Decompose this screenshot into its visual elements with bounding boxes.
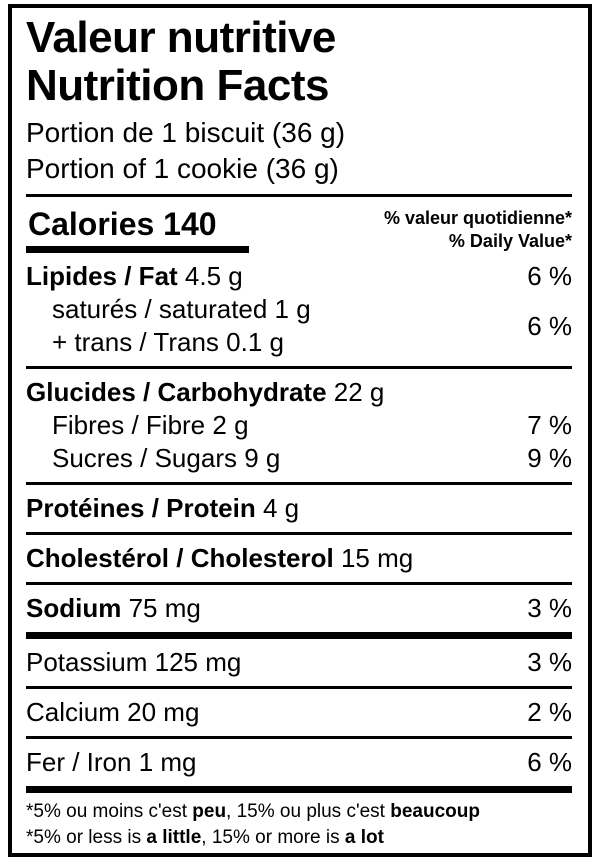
nutrient-value: 4 g	[262, 493, 300, 523]
serving-size-block: Portion de 1 biscuit (36 g) Portion of 1…	[26, 115, 572, 187]
nutrient-text: Sucres / Sugars 9 g	[26, 442, 517, 475]
daily-value-percent: 2 %	[527, 697, 572, 727]
nutrient-value: 20 mg	[127, 697, 200, 727]
separator	[26, 582, 572, 585]
nutrient-text: Calcium 20 mg	[26, 696, 517, 729]
footnote-en-high: a lot	[344, 827, 384, 848]
separator	[26, 366, 572, 369]
nutrient-label: Potassium	[26, 647, 148, 677]
footnote-en-low: a little	[146, 827, 202, 848]
separator	[26, 532, 572, 535]
nutrient-row-sodium: Sodium 75 mg 3 %	[26, 585, 572, 632]
nutrient-label: Fer / Iron	[26, 747, 132, 777]
nutrient-label: Cholestérol / Cholesterol	[26, 543, 334, 573]
footnote-en: *5% or less is a little, 15% or more is …	[26, 825, 572, 851]
serving-size-fr: Portion de 1 biscuit (36 g)	[26, 117, 346, 148]
footnote-fr-high: beaucoup	[390, 801, 480, 822]
nutrient-text: Fer / Iron 1 mg	[26, 746, 517, 779]
nutrient-row-saturated-trans: saturés / saturated 1 g + trans / Trans …	[26, 293, 572, 366]
nutrient-label: Sucres / Sugars	[52, 443, 237, 473]
calories-value: 140	[163, 206, 217, 242]
nutrient-value: 125 mg	[154, 647, 242, 677]
footnote-fr-pre: *5% ou moins c'est	[26, 801, 193, 822]
nutrient-value: 2 g	[212, 410, 249, 440]
nutrient-text: Lipides / Fat 4.5 g	[26, 260, 517, 293]
daily-value-percent: 6 %	[527, 747, 572, 777]
thick-separator	[26, 786, 572, 793]
nutrient-text: Potassium 125 mg	[26, 646, 517, 679]
separator	[26, 736, 572, 739]
daily-value-percent: 6 %	[527, 261, 572, 291]
nutrient-label: Fibres / Fibre	[52, 410, 206, 440]
nutrient-row-fibre: Fibres / Fibre 2 g 7 %	[26, 409, 572, 442]
daily-value-percent: 6 %	[527, 310, 572, 341]
nutrient-value: 22 g	[333, 377, 385, 407]
nutrient-value: 9 g	[244, 443, 281, 473]
nutrient-row-sugars: Sucres / Sugars 9 g 9 %	[26, 442, 572, 482]
footnote-fr-mid: , 15% ou plus c'est	[226, 801, 391, 822]
daily-value-header-en: % Daily Value*	[448, 231, 572, 251]
nutrient-label: Calcium	[26, 697, 120, 727]
nutrient-text: Glucides / Carbohydrate 22 g	[26, 376, 572, 409]
footnotes: *5% ou moins c'est peu, 15% ou plus c'es…	[26, 793, 572, 851]
nutrient-text: Cholestérol / Cholesterol 15 mg	[26, 542, 572, 575]
separator	[26, 194, 572, 197]
footnote-fr-low: peu	[192, 801, 227, 822]
daily-value-percent: 3 %	[527, 647, 572, 677]
footnote-en-pre: *5% or less is	[26, 827, 147, 848]
daily-value-percent: 9 %	[527, 443, 572, 473]
nutrient-label: Protéines / Protein	[26, 493, 256, 523]
daily-value-header: % valeur quotidienne* % Daily Value*	[384, 204, 572, 253]
nutrient-label: Glucides / Carbohydrate	[26, 377, 327, 407]
nutrient-row-fat: Lipides / Fat 4.5 g 6 %	[26, 253, 572, 293]
nutrient-value: 15 mg	[340, 543, 414, 573]
footnote-en-mid: , 15% or more is	[201, 827, 345, 848]
nutrient-text: Sodium 75 mg	[26, 592, 517, 625]
calories: Calories 140	[26, 204, 249, 253]
calories-row: Calories 140 % valeur quotidienne* % Dai…	[26, 204, 572, 253]
separator	[26, 686, 572, 689]
nutrient-text: saturés / saturated 1 g + trans / Trans …	[26, 293, 517, 359]
nutrient-row-carbohydrate: Glucides / Carbohydrate 22 g	[26, 369, 572, 409]
thick-separator	[26, 632, 572, 639]
nutrient-label: Sodium	[26, 593, 122, 623]
nutrient-value: 75 mg	[128, 593, 201, 623]
nutrient-row-protein: Protéines / Protein 4 g	[26, 485, 572, 532]
nutrient-value: 4.5 g	[184, 261, 243, 291]
separator	[26, 482, 572, 485]
serving-size-en: Portion of 1 cookie (36 g)	[26, 153, 339, 184]
nutrient-row-calcium: Calcium 20 mg 2 %	[26, 689, 572, 736]
saturated-line: saturés / saturated 1 g	[52, 294, 311, 324]
nutrient-label: Lipides / Fat	[26, 261, 178, 291]
nutrient-value: 1 mg	[138, 747, 197, 777]
daily-value-percent: 7 %	[527, 410, 572, 440]
title-en: Nutrition Facts	[26, 61, 329, 110]
footnote-fr: *5% ou moins c'est peu, 15% ou plus c'es…	[26, 799, 572, 825]
title-fr: Valeur nutritive	[26, 13, 336, 62]
trans-line: + trans / Trans 0.1 g	[52, 327, 284, 357]
nutrient-text: Fibres / Fibre 2 g	[26, 409, 517, 442]
daily-value-percent: 3 %	[527, 593, 572, 623]
daily-value-header-fr: % valeur quotidienne*	[383, 208, 572, 228]
nutrient-text: Protéines / Protein 4 g	[26, 492, 572, 525]
nutrient-row-potassium: Potassium 125 mg 3 %	[26, 639, 572, 686]
nutrient-row-cholesterol: Cholestérol / Cholesterol 15 mg	[26, 535, 572, 582]
nutrient-row-iron: Fer / Iron 1 mg 6 %	[26, 739, 572, 786]
calories-label: Calories	[28, 206, 155, 242]
nutrition-facts-label: Valeur nutritive Nutrition Facts Portion…	[8, 4, 592, 857]
